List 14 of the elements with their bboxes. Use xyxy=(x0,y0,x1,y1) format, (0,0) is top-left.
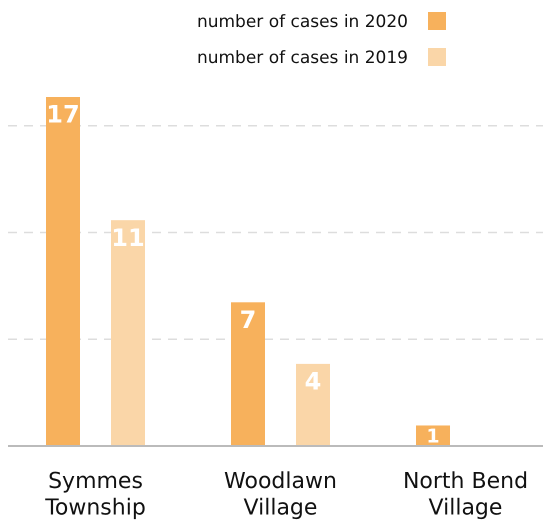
data-label: 11 xyxy=(111,224,145,252)
x-tick-label: North Bend Village xyxy=(402,469,528,520)
data-label: 17 xyxy=(46,100,80,129)
x-tick-label: Woodlawn Village xyxy=(224,469,337,520)
bar xyxy=(111,220,145,446)
bar xyxy=(231,302,265,446)
x-tick-label: Symmes Township xyxy=(44,469,146,520)
bar xyxy=(46,97,80,446)
data-label: 1 xyxy=(426,426,440,448)
legend-label: number of cases in 2020 xyxy=(196,12,408,32)
data-label: 4 xyxy=(304,367,322,396)
legend-label: number of cases in 2019 xyxy=(196,48,408,68)
data-label: 7 xyxy=(240,306,256,334)
bar xyxy=(296,364,330,446)
